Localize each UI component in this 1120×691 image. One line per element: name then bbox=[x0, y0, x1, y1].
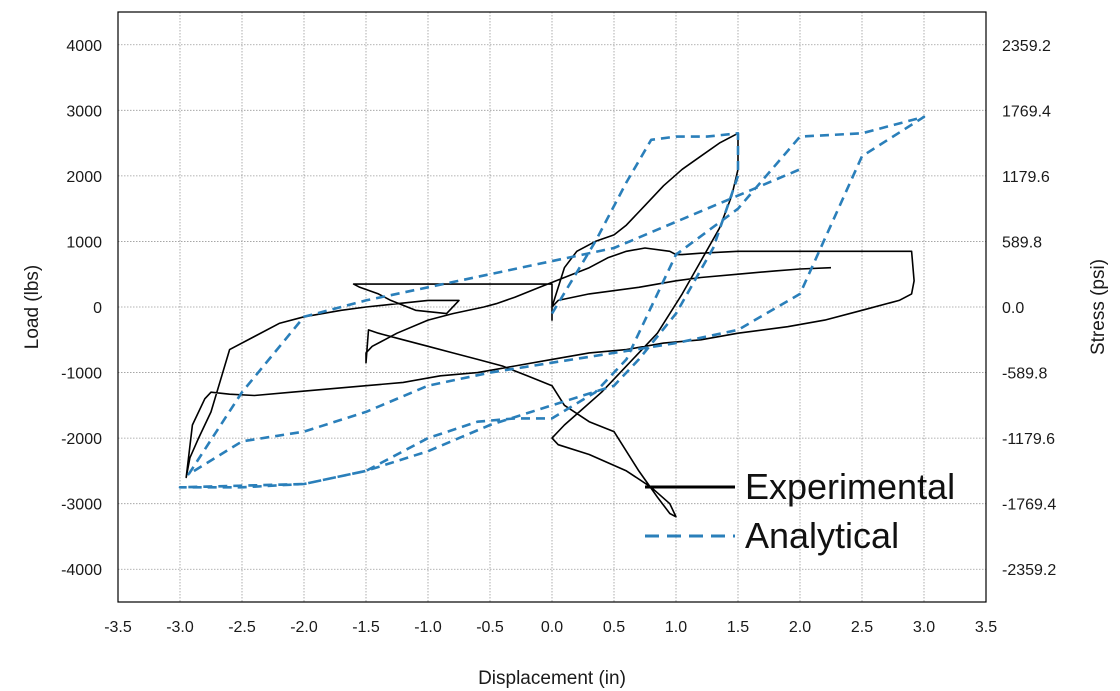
y2-tick-label: -2359.2 bbox=[1002, 562, 1056, 579]
y-tick-label: -4000 bbox=[61, 562, 102, 579]
x-tick-label: 0.0 bbox=[541, 619, 563, 636]
series-line-experimental bbox=[185, 132, 915, 518]
y-axis-label: Load (lbs) bbox=[22, 265, 43, 350]
y2-tick-label: 1179.6 bbox=[1002, 169, 1050, 186]
x-axis-label: Displacement (in) bbox=[478, 668, 626, 689]
y-tick-label: 1000 bbox=[66, 234, 102, 251]
x-tick-label: -2.5 bbox=[228, 619, 256, 636]
x-tick-label: -0.5 bbox=[476, 619, 504, 636]
y-tick-label: -2000 bbox=[61, 431, 102, 448]
y-tick-label: 2000 bbox=[66, 169, 102, 186]
x-tick-label: 2.5 bbox=[851, 619, 873, 636]
plot-border bbox=[117, 11, 987, 603]
y2-tick-label: 0.0 bbox=[1002, 300, 1024, 317]
x-tick-label: 3.0 bbox=[913, 619, 935, 636]
y2-tick-label: -589.8 bbox=[1002, 366, 1047, 383]
y-tick-label: -3000 bbox=[61, 497, 102, 514]
x-tick-label: 0.5 bbox=[603, 619, 625, 636]
y2-tick-label: 2359.2 bbox=[1002, 38, 1051, 55]
x-tick-label: -1.5 bbox=[352, 619, 380, 636]
y-tick-label: -1000 bbox=[61, 366, 102, 383]
y-tick-label: 0 bbox=[93, 300, 102, 317]
y2-tick-labels: 2359.2 1769.4 1179.6 589.8 0.0 -589.8 -1179.6 -… bbox=[1002, 38, 1056, 579]
y-tick-label: 3000 bbox=[66, 103, 102, 120]
y-tick-labels: 4000 3000 2000 1000 0 -1000 -2000 -3000 -4000 bbox=[61, 38, 102, 579]
legend-analytical-label: Analytical bbox=[745, 515, 899, 556]
y2-tick-label: -1769.4 bbox=[1002, 497, 1056, 514]
x-tick-label: -1.0 bbox=[414, 619, 442, 636]
y2-tick-label: 589.8 bbox=[1002, 234, 1042, 251]
x-tick-labels: -3.5 -3.0 -2.5 -2.0 -1.5 -1.0 -0.5 0.0 0.5 1.0 1.5… bbox=[104, 619, 997, 636]
y-tick-label: 4000 bbox=[66, 38, 102, 55]
y2-tick-label: -1179.6 bbox=[1002, 431, 1055, 448]
y2-tick-label: 1769.4 bbox=[1002, 103, 1051, 120]
x-tick-label: -2.0 bbox=[290, 619, 318, 636]
x-tick-label: 1.0 bbox=[665, 619, 687, 636]
x-tick-label: 3.5 bbox=[975, 619, 997, 636]
series-layer bbox=[178, 115, 926, 518]
x-tick-label: 2.0 bbox=[789, 619, 811, 636]
x-tick-label: -3.5 bbox=[104, 619, 132, 636]
legend-experimental-label: Experimental bbox=[745, 466, 955, 507]
y2-axis-label: Stress (psi) bbox=[1088, 259, 1109, 355]
x-tick-label: -3.0 bbox=[166, 619, 194, 636]
x-tick-label: 1.5 bbox=[727, 619, 749, 636]
series-line-analytical bbox=[178, 115, 926, 489]
legend: Experimental Analytical bbox=[645, 466, 955, 556]
